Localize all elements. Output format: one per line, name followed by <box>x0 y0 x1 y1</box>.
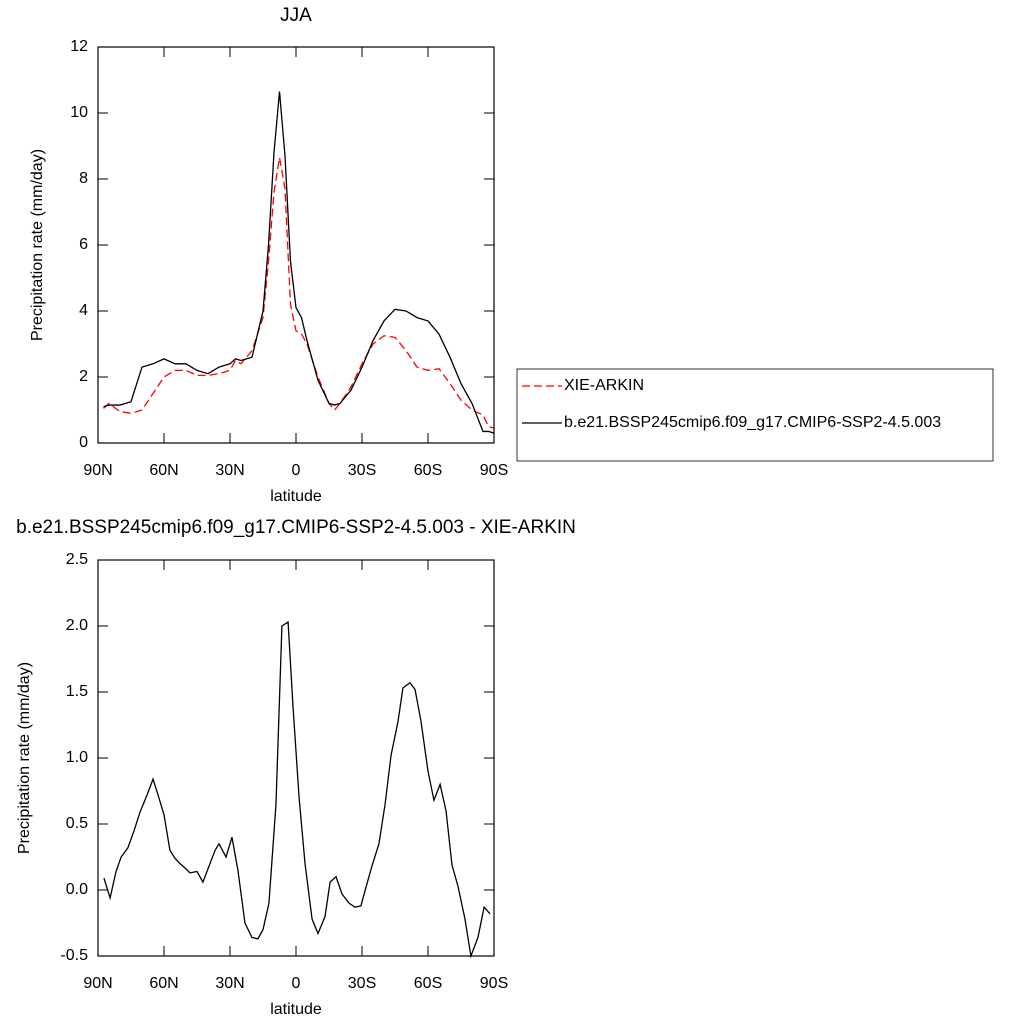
chart-title: b.e21.BSSP245cmip6.f09_g17.CMIP6-SSP2-4.… <box>16 517 576 538</box>
y-tick-label: 0 <box>79 434 88 451</box>
x-tick-label: 30N <box>215 462 244 479</box>
x-axis-label: latitude <box>270 1001 322 1018</box>
y-tick-label: 6 <box>79 236 88 253</box>
y-tick-label: 1.5 <box>66 683 88 700</box>
x-tick-label: 90N <box>83 975 112 992</box>
y-tick-label: 1.0 <box>66 749 88 766</box>
x-tick-label: 30N <box>215 975 244 992</box>
y-axis-label: Precipitation rate (mm/day) <box>16 662 33 854</box>
x-tick-label: 30S <box>348 975 376 992</box>
series-line <box>103 157 495 429</box>
x-tick-label: 0 <box>292 975 301 992</box>
y-tick-label: 10 <box>70 104 88 121</box>
legend-label: b.e21.BSSP245cmip6.f09_g17.CMIP6-SSP2-4.… <box>564 414 941 431</box>
y-tick-label: 0.0 <box>66 881 88 898</box>
x-tick-label: 30S <box>348 462 376 479</box>
series-line <box>103 91 495 434</box>
x-tick-label: 60N <box>149 462 178 479</box>
x-tick-label: 60S <box>414 975 442 992</box>
x-axis-label: latitude <box>270 488 322 505</box>
x-tick-label: 60S <box>414 462 442 479</box>
plot-frame <box>97 46 495 444</box>
legend-box <box>516 368 994 462</box>
x-tick-label: 90S <box>480 975 508 992</box>
x-tick-label: 90S <box>480 462 508 479</box>
y-tick-label: -0.5 <box>60 947 88 964</box>
legend-label: XIE-ARKIN <box>564 377 644 394</box>
y-tick-label: 4 <box>79 302 88 319</box>
x-tick-label: 90N <box>83 462 112 479</box>
y-tick-label: 8 <box>79 170 88 187</box>
plot-frame <box>97 559 495 957</box>
chart-title: JJA <box>280 5 312 26</box>
y-tick-label: 12 <box>70 38 88 55</box>
y-tick-label: 2.0 <box>66 617 88 634</box>
x-tick-label: 60N <box>149 975 178 992</box>
series-line <box>103 620 491 959</box>
y-axis-label: Precipitation rate (mm/day) <box>29 149 46 341</box>
y-tick-label: 2.5 <box>66 551 88 568</box>
y-tick-label: 2 <box>79 368 88 385</box>
y-tick-label: 0.5 <box>66 815 88 832</box>
x-tick-label: 0 <box>292 462 301 479</box>
